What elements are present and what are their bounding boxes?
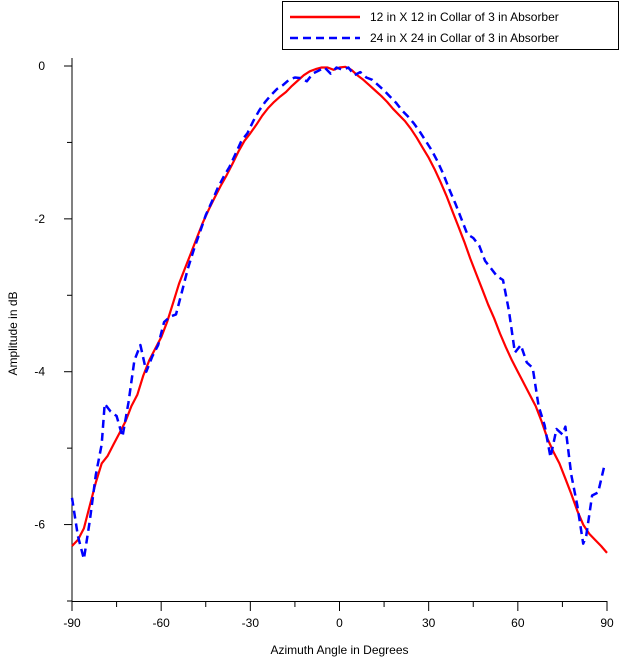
x-tick-label: 90 xyxy=(600,616,614,630)
axes: -90 -60 -30 0 30 60 90 0 -2 -4 -6 xyxy=(34,58,614,630)
y-tick-label: -2 xyxy=(34,212,45,226)
x-tick-label: 0 xyxy=(336,616,343,630)
y-tick-label: 0 xyxy=(38,59,45,73)
series-line-2 xyxy=(70,66,608,561)
legend-label-series-1: 12 in X 12 in Collar of 3 in Absorber xyxy=(370,10,559,24)
x-tick-label: 30 xyxy=(422,616,436,630)
plot-area xyxy=(70,65,608,561)
x-tick-label: -30 xyxy=(242,616,260,630)
y-tick-label: -4 xyxy=(34,365,45,379)
x-tick-label: -60 xyxy=(152,616,170,630)
legend-box xyxy=(282,1,619,50)
y-tick-label: -6 xyxy=(34,518,45,532)
x-tick-label: -90 xyxy=(63,616,81,630)
legend: 12 in X 12 in Collar of 3 in Absorber 24… xyxy=(282,1,619,50)
y-axis-title: Amplitude in dB xyxy=(6,291,20,375)
y-ticks: 0 -2 -4 -6 xyxy=(34,59,72,602)
x-ticks: -90 -60 -30 0 30 60 90 xyxy=(63,601,614,630)
series-line-1 xyxy=(71,65,608,554)
x-tick-label: 60 xyxy=(511,616,525,630)
x-axis-title: Azimuth Angle in Degrees xyxy=(270,643,408,657)
legend-label-series-2: 24 in X 24 in Collar of 3 in Absorber xyxy=(370,31,559,45)
